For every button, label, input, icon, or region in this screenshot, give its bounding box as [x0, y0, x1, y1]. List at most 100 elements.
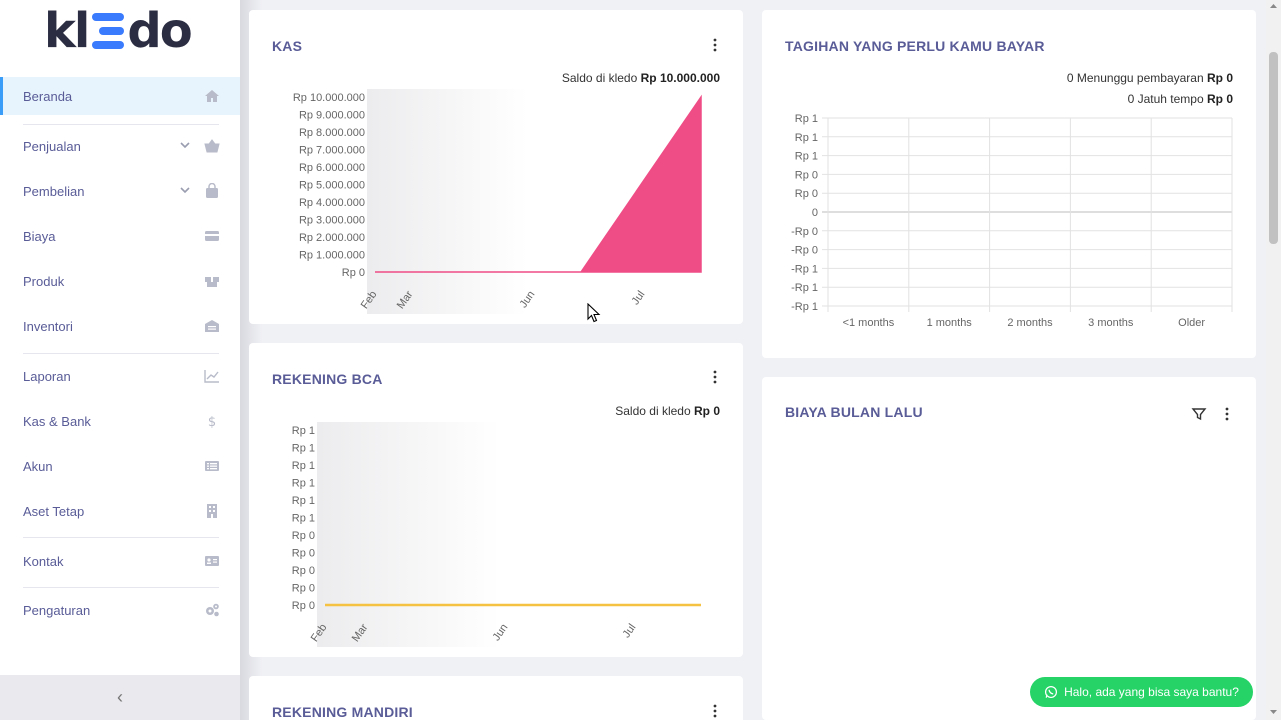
bca-card-title: REKENING BCA	[272, 371, 383, 387]
sidebar-item-label: Akun	[23, 458, 53, 474]
y-tick-label: Rp 0	[292, 583, 315, 595]
tagihan-bar-chart: Rp 1 Rp 1 Rp 1 Rp 0 Rp 0 0 -Rp 0 -Rp 0 -Rp 1 -Rp …	[791, 113, 1233, 329]
kas-area-chart: Rp 10.000.000 Rp 9.000.000 Rp 8.000.000 Rp …	[293, 89, 723, 314]
sidebar-collapse-button[interactable]: ‹	[0, 675, 240, 720]
sidebar-item-akun[interactable]: Akun	[0, 447, 240, 485]
y-tick-label: Rp 0	[292, 565, 315, 577]
logo-e-mark	[92, 13, 125, 49]
saldo-label: Saldo di kledo	[561, 71, 638, 85]
y-tick-label: Rp 10.000.000	[293, 92, 365, 104]
x-tick-label: 1 months	[927, 317, 973, 329]
y-tick-label: 0	[812, 207, 818, 219]
x-tick-label: Older	[1178, 317, 1205, 329]
y-tick-label: Rp 3.000.000	[299, 215, 365, 227]
id-card-icon	[205, 556, 219, 566]
building-icon	[207, 504, 217, 518]
tagihan-card-title: TAGIHAN YANG PERLU KAMU BAYAR	[785, 38, 1045, 54]
sidebar-item-kas-bank[interactable]: Kas & Bank $	[0, 402, 240, 440]
y-tick-label: -Rp 1	[791, 263, 818, 275]
y-tick-label: Rp 2.000.000	[299, 232, 365, 244]
sidebar-item-label: Pembelian	[23, 183, 85, 199]
y-tick-label: Rp 1	[292, 460, 315, 472]
y-tick-label: Rp 1	[795, 132, 818, 144]
boxes-icon	[205, 277, 219, 287]
tagihan-card: TAGIHAN YANG PERLU KAMU BAYAR 0 Menunggu…	[762, 10, 1256, 358]
chevron-down-icon[interactable]	[178, 138, 192, 152]
saldo-value: Rp 0	[693, 404, 720, 418]
whatsapp-chat-button[interactable]: Halo, ada yang bisa saya bantu?	[1030, 677, 1253, 707]
saldo-value: Rp 10.000.000	[640, 71, 720, 85]
sidebar-item-inventori[interactable]: Inventori	[0, 307, 240, 345]
y-tick-label: Rp 1	[292, 495, 315, 507]
mandiri-card-title: REKENING MANDIRI	[272, 704, 413, 720]
warehouse-icon	[205, 320, 219, 332]
y-tick-label: Rp 9.000.000	[299, 110, 365, 122]
jatuh-tempo-value: Rp 0	[1206, 92, 1233, 106]
sidebar-item-kontak[interactable]: Kontak	[0, 542, 240, 580]
credit-card-icon	[205, 231, 219, 241]
sidebar-item-pembelian[interactable]: Pembelian	[0, 172, 240, 210]
cogs-icon	[206, 603, 219, 617]
bag-icon	[206, 183, 218, 198]
sidebar-item-biaya[interactable]: Biaya	[0, 217, 240, 255]
sidebar-item-label: Biaya	[23, 228, 56, 244]
logo-text-left: kl	[44, 3, 90, 59]
biaya-card: BIAYA BULAN LALU	[762, 377, 1256, 720]
x-tick-label: 3 months	[1088, 317, 1134, 329]
y-tick-label: Rp 1	[795, 151, 818, 163]
filter-icon[interactable]	[1191, 406, 1207, 422]
kebab-menu-icon[interactable]	[707, 369, 723, 385]
y-tick-label: Rp 1	[292, 425, 315, 437]
x-tick-label: <1 months	[843, 317, 895, 329]
kebab-menu-icon[interactable]	[707, 703, 723, 719]
x-tick-label: 2 months	[1007, 317, 1053, 329]
nav-divider	[23, 587, 219, 588]
collapse-chevron-icon: ‹	[117, 687, 123, 707]
y-tick-label: -Rp 1	[791, 301, 818, 313]
chart-background	[317, 422, 723, 647]
sidebar-item-label: Aset Tetap	[23, 503, 85, 519]
scrollbar-thumb[interactable]	[1269, 52, 1278, 244]
scroll-down-icon[interactable]	[1269, 708, 1278, 716]
chevron-down-icon[interactable]	[178, 183, 192, 197]
menunggu-value: Rp 0	[1206, 71, 1233, 85]
kebab-menu-icon[interactable]	[1219, 406, 1235, 422]
y-tick-label: Rp 0	[292, 548, 315, 560]
sidebar-item-label: Inventori	[23, 318, 73, 334]
sidebar-item-pengaturan[interactable]: Pengaturan	[0, 591, 240, 629]
y-tick-label: Rp 0	[795, 188, 818, 200]
y-tick-label: Rp 8.000.000	[299, 127, 365, 139]
mandiri-card: REKENING MANDIRI	[249, 676, 743, 720]
nav-divider	[23, 124, 219, 125]
sidebar: kl do Beranda Penjualan Pembelian Biaya …	[0, 0, 240, 720]
y-tick-label: Rp 4.000.000	[299, 197, 365, 209]
kas-area-series	[375, 94, 702, 273]
y-tick-label: -Rp 1	[791, 282, 818, 294]
page-scrollbar[interactable]	[1266, 0, 1281, 720]
scroll-up-icon[interactable]	[1269, 2, 1278, 10]
sidebar-item-beranda[interactable]: Beranda	[0, 77, 240, 115]
y-tick-label: Rp 1	[292, 513, 315, 525]
y-tick-label: Rp 1	[795, 113, 818, 125]
kas-card-title: KAS	[272, 38, 303, 54]
y-tick-label: Rp 0	[795, 169, 818, 181]
y-tick-label: -Rp 0	[791, 245, 818, 257]
kebab-menu-icon[interactable]	[707, 37, 723, 53]
kas-card: KAS Saldo di kledo Rp 10.000.000 Rp 10.0…	[249, 10, 743, 324]
sidebar-item-produk[interactable]: Produk	[0, 262, 240, 300]
sidebar-item-label: Beranda	[23, 88, 73, 104]
kledo-logo[interactable]: kl do	[44, 3, 193, 59]
y-tick-label: Rp 1	[292, 443, 315, 455]
sidebar-item-aset-tetap[interactable]: Aset Tetap	[0, 492, 240, 530]
y-tick-label: -Rp 0	[791, 226, 818, 238]
line-chart-icon	[204, 370, 219, 383]
sidebar-item-label: Kontak	[23, 553, 64, 569]
basket-icon	[204, 139, 220, 153]
dollar-icon: $	[208, 415, 216, 429]
sidebar-item-laporan[interactable]: Laporan	[0, 357, 240, 395]
y-tick-label: Rp 6.000.000	[299, 162, 365, 174]
biaya-card-title: BIAYA BULAN LALU	[785, 404, 923, 420]
sidebar-item-label: Penjualan	[23, 138, 81, 154]
sidebar-item-penjualan[interactable]: Penjualan	[0, 127, 240, 165]
home-icon	[205, 90, 219, 102]
